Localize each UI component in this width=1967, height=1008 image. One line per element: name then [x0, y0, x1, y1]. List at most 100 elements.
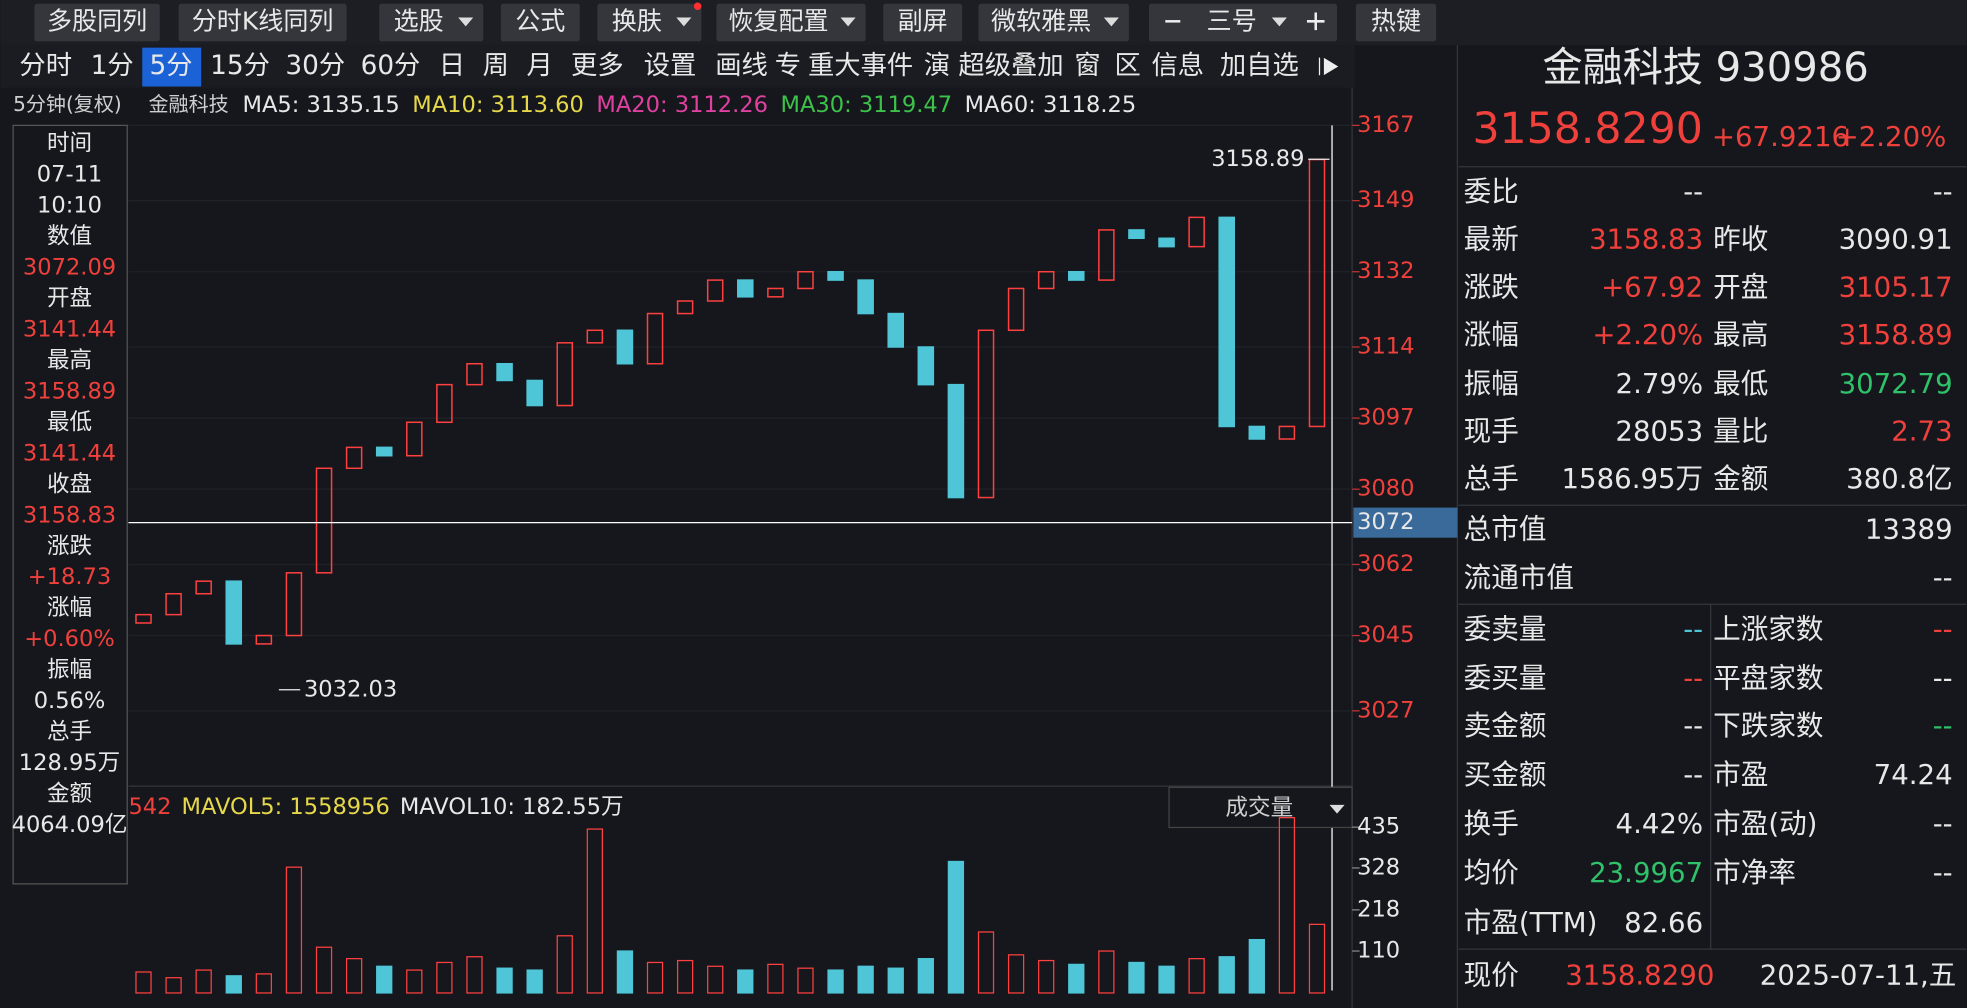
quote-value: 3105.17 [1839, 270, 1953, 303]
dropdown-arrow [840, 17, 856, 27]
toolbar-button[interactable] [34, 3, 160, 42]
toolbar-label: 三号 [1207, 7, 1257, 36]
info-line: 涨跌 [47, 533, 92, 559]
tab[interactable]: 周 [483, 51, 509, 81]
candle-body [1278, 425, 1296, 440]
tab[interactable]: 窗 [1074, 51, 1100, 81]
candle-body [315, 467, 333, 574]
volume-bar [1218, 956, 1235, 994]
tab[interactable]: 分时 [19, 51, 72, 81]
tab[interactable]: 1分 [91, 51, 134, 81]
footer-price: 3158.8290 [1565, 959, 1714, 992]
candle-body [195, 580, 212, 595]
volume-bar [466, 956, 483, 994]
quote-label: 金额 [1713, 462, 1768, 495]
candle-body [977, 329, 995, 499]
quote-label: 平盘家数 [1713, 662, 1823, 695]
volume-bar [616, 950, 634, 994]
candle-body [285, 572, 303, 637]
candle-body [887, 312, 905, 348]
candle-body [375, 446, 393, 457]
info-line: 总手 [47, 719, 92, 745]
quote-label: 市净率 [1713, 856, 1796, 889]
info-line: +0.60% [24, 626, 115, 652]
candle-body [1188, 216, 1205, 248]
candle-body [646, 312, 664, 365]
volume-bar [887, 967, 904, 994]
quote-label: 开盘 [1713, 270, 1768, 303]
tab[interactable]: 加自选 [1220, 51, 1299, 81]
tab[interactable]: 设置 [644, 51, 697, 81]
volume-bar [195, 969, 212, 994]
candle-body [1068, 270, 1085, 281]
ma-value: MA5: 3135.15 [243, 92, 400, 118]
quote-value: -- [1933, 662, 1953, 695]
info-line: 0.56% [34, 688, 106, 714]
candle-body [1158, 237, 1175, 248]
info-line: 3141.44 [23, 316, 116, 342]
volume-bar [255, 973, 273, 994]
y-tick-label: 3149 [1357, 187, 1414, 213]
volume-bar [225, 975, 242, 994]
quote-value: 3090.91 [1839, 223, 1953, 256]
dropdown-arrow [676, 17, 692, 27]
tab[interactable]: 30分 [285, 51, 345, 81]
toolbar-button[interactable] [978, 3, 1129, 42]
volume-bar [315, 946, 333, 994]
tab[interactable]: 日 [439, 51, 465, 81]
toolbar-button[interactable] [379, 3, 484, 42]
volume-bar [737, 969, 754, 994]
toolbar-button[interactable] [1148, 3, 1338, 42]
tabbar-bg [0, 45, 1355, 88]
tab[interactable]: 更多 [571, 51, 624, 81]
tab[interactable]: 演 [924, 51, 950, 81]
toolbar-label: 选股 [394, 7, 444, 36]
candle-body [1007, 287, 1025, 332]
toolbar-button[interactable] [178, 3, 347, 42]
info-line: 数值 [47, 224, 92, 250]
info-line: 128.95万 [19, 750, 120, 776]
toolbar-button[interactable] [716, 3, 866, 42]
volume-bar [917, 958, 934, 994]
volume-bar [526, 969, 543, 994]
quote-label: 上涨家数 [1713, 613, 1823, 646]
period-label: 5分钟(复权) [13, 92, 122, 116]
volume-bar [1188, 958, 1205, 994]
tab[interactable]: 画线 [715, 51, 768, 81]
quote-label: 涨幅 [1464, 318, 1519, 351]
toolbar-button[interactable] [1355, 3, 1437, 42]
volume-bar [947, 860, 965, 994]
quote-label: 换手 [1464, 807, 1519, 840]
quote-label: 总手 [1464, 462, 1519, 495]
quote-value: -- [1683, 662, 1703, 695]
tab[interactable]: 15分 [210, 51, 270, 81]
info-line: 金额 [47, 781, 92, 807]
quote-label: 市盈(动) [1713, 807, 1817, 840]
quote-label: 卖金额 [1464, 709, 1547, 742]
toolbar-button[interactable] [597, 3, 702, 42]
quote-label: 最高 [1713, 318, 1768, 351]
toolbar-label: 换肤 [612, 7, 662, 36]
candle-body [345, 446, 363, 470]
volume-bar [977, 931, 995, 994]
tab[interactable]: 专 [775, 51, 801, 81]
tab[interactable]: 60分 [361, 51, 421, 81]
info-line: 3158.83 [23, 502, 116, 528]
candle-body [1128, 229, 1145, 240]
tab[interactable]: 月 [527, 51, 553, 81]
info-line: 收盘 [47, 471, 92, 497]
volume-bar [1068, 963, 1085, 994]
quote-label: 最低 [1713, 367, 1768, 400]
toolbar-button[interactable] [883, 3, 963, 42]
tab[interactable]: 超级叠加 [958, 51, 1063, 81]
tab[interactable]: 5分 [150, 51, 193, 81]
quote-value: 82.66 [1624, 906, 1703, 939]
tab[interactable]: 区 [1115, 51, 1141, 81]
tab[interactable]: 重大事件 [808, 51, 913, 81]
volume-selector[interactable] [1168, 786, 1353, 829]
candle-body [135, 613, 152, 624]
toolbar-button[interactable] [500, 3, 580, 42]
annotation: 3158.89 [1211, 146, 1304, 172]
tab[interactable]: 信息 [1152, 51, 1205, 81]
volume-tick-label: 218 [1357, 896, 1400, 922]
